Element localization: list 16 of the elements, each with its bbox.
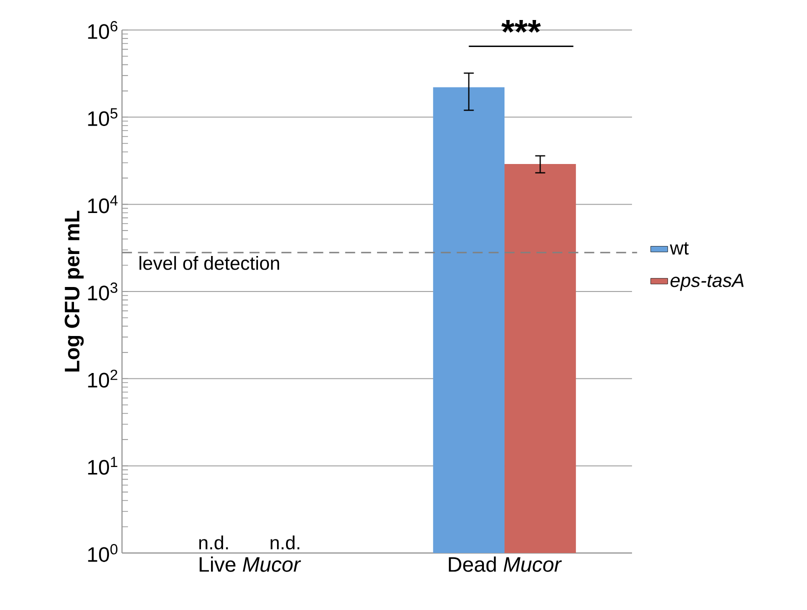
legend-label: eps-tasA — [670, 274, 744, 291]
text: n.d. — [270, 536, 300, 550]
y-tick-label: 10$^{5}$ — [88, 108, 118, 126]
x-tick-label: Live Mucor — [200, 556, 302, 572]
y-tick-label: 10$^{4}$ — [88, 195, 118, 214]
text: n.d. — [199, 536, 228, 550]
ref-line-label: level of detection — [140, 256, 280, 270]
y-tick-label: 10$^{1}$ — [88, 456, 118, 475]
y-axis-title: Log CFU per mL — [64, 210, 84, 372]
x-tick-label: Dead Mucor — [448, 556, 562, 572]
y-tick-label: 10$^{6}$ — [88, 21, 118, 39]
y-tick-label: 10$^{2}$ — [88, 370, 118, 388]
annotation: *** — [501, 20, 541, 33]
y-tick-label: 10$^{0}$ — [88, 544, 118, 562]
legend-label: wt — [670, 242, 689, 255]
y-tick-label: 10$^{3}$ — [88, 282, 118, 300]
